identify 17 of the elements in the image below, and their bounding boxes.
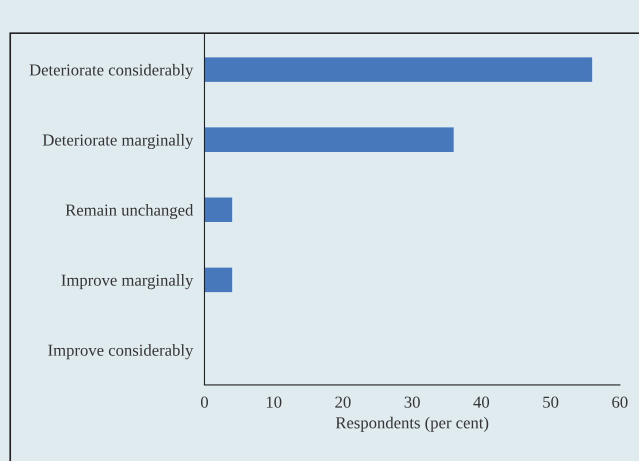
bar <box>204 197 232 222</box>
bar <box>204 127 454 152</box>
bar <box>204 57 592 82</box>
x-tick-label: 40 <box>473 396 490 408</box>
x-tick-label: 20 <box>335 396 351 408</box>
y-tick-label: Remain unchanged <box>66 204 194 220</box>
x-axis-title: Respondents (per cent) <box>336 416 488 432</box>
bar <box>204 268 232 292</box>
x-tick-label: 30 <box>404 396 420 408</box>
x-tick-label: 50 <box>543 396 558 408</box>
y-tick-label: Improve marginally <box>61 274 194 290</box>
x-tick-label: 10 <box>266 396 282 408</box>
x-tick-label: 60 <box>612 396 628 408</box>
x-tick-label: 0 <box>200 396 208 408</box>
y-tick-label: Deteriorate considerably <box>30 64 194 79</box>
y-tick-label: Deteriorate marginally <box>42 134 194 150</box>
y-tick-label: Improve considerably <box>48 344 194 360</box>
